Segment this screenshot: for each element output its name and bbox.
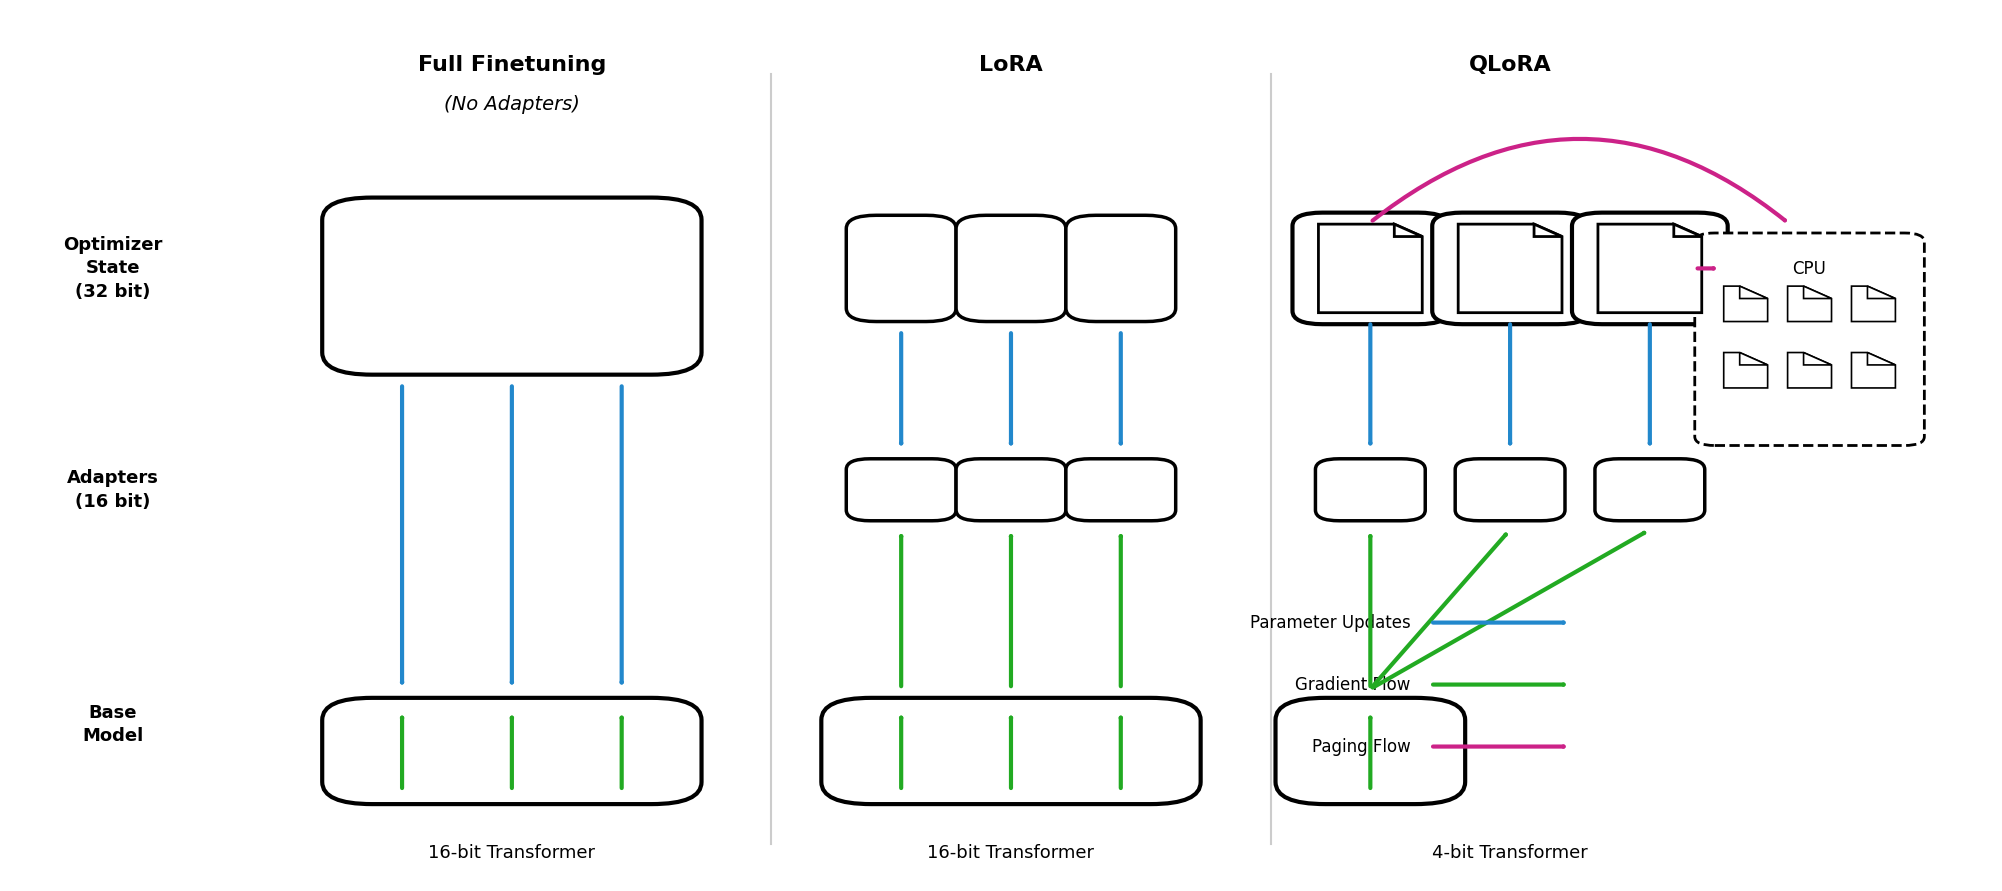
FancyBboxPatch shape <box>1431 213 1588 324</box>
FancyArrowPatch shape <box>1373 139 1786 221</box>
FancyBboxPatch shape <box>1788 353 1832 388</box>
FancyBboxPatch shape <box>1696 233 1924 446</box>
Text: Base
Model: Base Model <box>82 704 144 745</box>
Text: CPU: CPU <box>1792 259 1826 278</box>
FancyBboxPatch shape <box>322 198 701 374</box>
Polygon shape <box>1740 353 1768 365</box>
FancyBboxPatch shape <box>1293 213 1447 324</box>
FancyBboxPatch shape <box>1788 286 1832 322</box>
FancyBboxPatch shape <box>1852 286 1896 322</box>
Polygon shape <box>1788 286 1832 322</box>
Text: 4-bit Transformer: 4-bit Transformer <box>1431 844 1588 862</box>
Text: (No Adapters): (No Adapters) <box>444 95 581 114</box>
Text: 16-bit Transformer: 16-bit Transformer <box>428 844 595 862</box>
FancyBboxPatch shape <box>1065 216 1175 322</box>
Polygon shape <box>1674 225 1702 236</box>
Text: Full Finetuning: Full Finetuning <box>418 54 607 75</box>
FancyBboxPatch shape <box>1275 698 1465 804</box>
Polygon shape <box>1724 353 1768 388</box>
FancyBboxPatch shape <box>957 459 1065 520</box>
Polygon shape <box>1457 225 1562 313</box>
Polygon shape <box>1393 225 1421 236</box>
Polygon shape <box>1740 286 1768 298</box>
Text: QLoRA: QLoRA <box>1469 54 1552 75</box>
Text: Parameter Updates: Parameter Updates <box>1249 614 1409 632</box>
FancyBboxPatch shape <box>847 216 957 322</box>
Polygon shape <box>1868 286 1896 298</box>
Polygon shape <box>1868 353 1896 365</box>
Polygon shape <box>1534 225 1562 236</box>
Text: Paging Flow: Paging Flow <box>1311 738 1409 756</box>
Polygon shape <box>1788 353 1832 388</box>
FancyBboxPatch shape <box>1065 459 1175 520</box>
Polygon shape <box>1804 286 1832 298</box>
Polygon shape <box>1319 225 1421 313</box>
FancyBboxPatch shape <box>1315 459 1425 520</box>
Polygon shape <box>1804 353 1832 365</box>
FancyBboxPatch shape <box>1596 459 1706 520</box>
Polygon shape <box>1852 286 1896 322</box>
Text: Optimizer
State
(32 bit): Optimizer State (32 bit) <box>62 236 162 301</box>
FancyBboxPatch shape <box>1852 353 1896 388</box>
Polygon shape <box>1724 286 1768 322</box>
FancyBboxPatch shape <box>322 698 701 804</box>
FancyBboxPatch shape <box>1572 213 1728 324</box>
Polygon shape <box>1598 225 1702 313</box>
FancyBboxPatch shape <box>1724 286 1768 322</box>
FancyBboxPatch shape <box>847 459 957 520</box>
FancyBboxPatch shape <box>1724 353 1768 388</box>
FancyBboxPatch shape <box>1455 459 1566 520</box>
Text: Adapters
(16 bit): Adapters (16 bit) <box>66 469 158 511</box>
Polygon shape <box>1852 353 1896 388</box>
FancyBboxPatch shape <box>821 698 1201 804</box>
Text: LoRA: LoRA <box>979 54 1043 75</box>
FancyBboxPatch shape <box>957 216 1065 322</box>
Text: 16-bit Transformer: 16-bit Transformer <box>927 844 1095 862</box>
Text: Gradient Flow: Gradient Flow <box>1295 675 1409 693</box>
